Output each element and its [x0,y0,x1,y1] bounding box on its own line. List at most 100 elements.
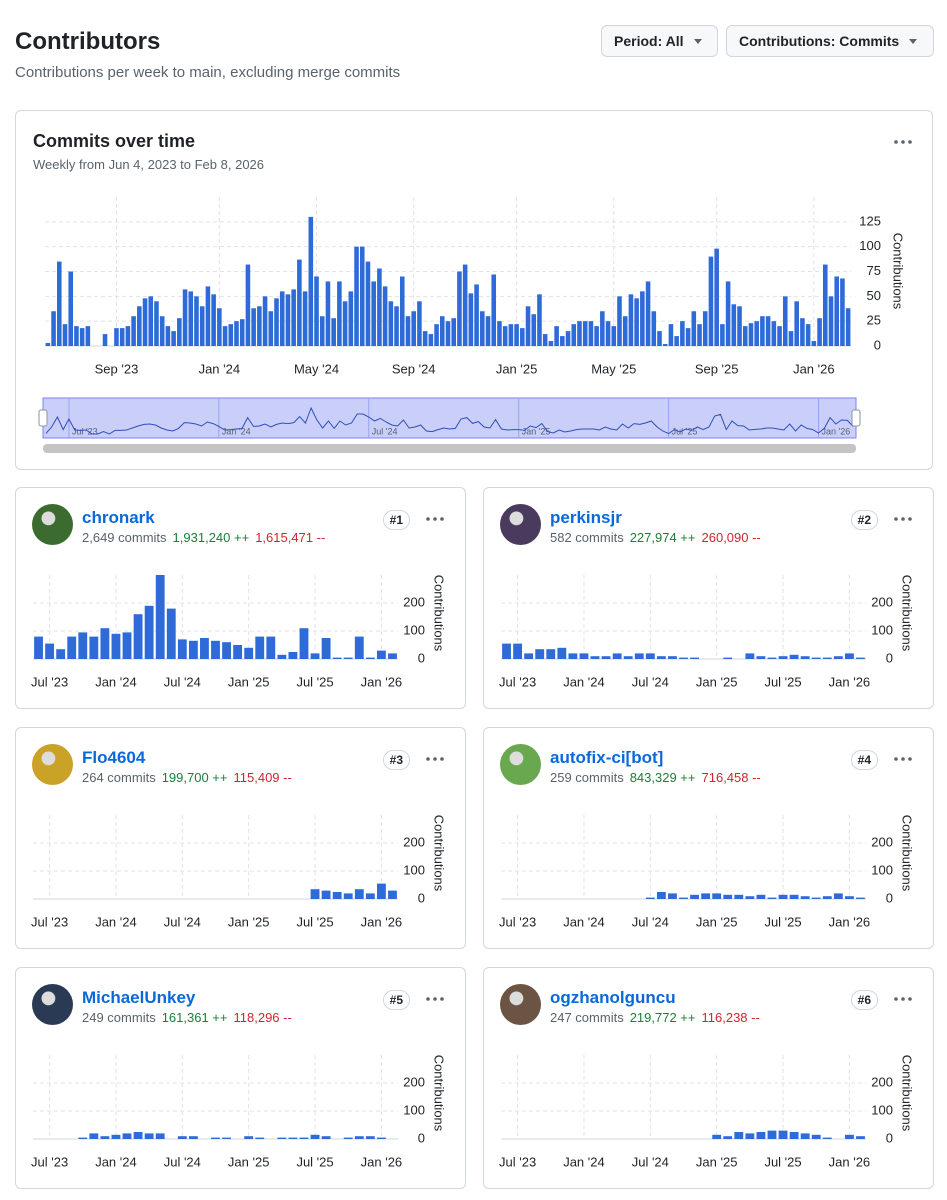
rank-badge: #6 [850,990,878,1010]
y-tick-label: 75 [867,263,881,278]
y-tick-label: 100 [403,1102,425,1117]
bar [244,647,254,659]
bar [342,301,348,346]
bar [365,657,375,659]
y-axis-label: Contributions [900,575,915,652]
bar [723,1136,733,1139]
menu-button[interactable] [425,994,445,1004]
y-axis-label: Contributions [900,1055,915,1132]
commit-count: 582 commits [550,530,624,545]
bar [542,334,548,346]
bar [194,296,199,346]
contributions-button[interactable]: Contributions: Commits [726,25,934,57]
bar [171,331,176,346]
x-tick-label: Jan '26 [829,674,871,689]
menu-dot [433,757,437,761]
contributor-name[interactable]: perkinsjr [550,508,622,527]
bar [354,1136,364,1139]
menu-button[interactable] [893,137,913,147]
deletions: 716,458 -- [701,770,761,785]
bar [782,296,788,346]
bar [568,653,578,659]
x-tick-label: Jan '26 [361,674,403,689]
bar [159,316,165,346]
bar [67,636,77,659]
x-tick-label: Sep '25 [695,361,739,376]
bar [811,1134,821,1139]
bar [634,653,644,659]
contributor-card: 0 100 200 Jul '23 Jan '24 Jul '24 Jan '25 Jul '… [483,727,934,949]
bar [343,1137,353,1139]
bar [600,311,605,346]
y-tick-label: 100 [403,862,425,877]
x-tick-label: Jul '25 [296,674,333,689]
bar [745,653,755,659]
bar [359,246,365,346]
bar [535,649,545,659]
deletions: 260,090 -- [701,530,761,545]
bar [177,1136,187,1139]
bar [605,321,611,346]
x-tick-label: Jan '25 [228,674,270,689]
bar [234,321,239,346]
additions: 161,361 ++ [161,1010,228,1025]
menu-button[interactable] [425,514,445,524]
contributor-card: 0 100 200 Jul '23 Jan '24 Jul '24 Jan '25 Jul '… [15,487,466,709]
bar [822,1137,832,1139]
y-tick-label: 0 [886,1130,893,1145]
contributor-name[interactable]: MichaelUnkey [82,988,196,1007]
bar [217,308,222,346]
menu-button[interactable] [893,754,913,764]
bar [800,656,810,659]
bar [546,649,556,659]
bar [628,294,634,346]
contributor-stats: 2,649 commits 1,931,240 ++ 1,615,471 -- [82,530,325,545]
bar [789,1132,799,1139]
contributor-name[interactable]: chronark [82,508,155,527]
bar [100,1136,110,1139]
menu-button[interactable] [893,994,913,1004]
x-tick-label: Jul '24 [164,1154,201,1169]
contributor-name[interactable]: autofix-ci[bot] [550,748,664,767]
period-button[interactable]: Period: All [601,25,718,57]
bar [321,890,331,899]
contributor-stats: 247 commits 219,772 ++ 116,238 -- [550,1010,760,1025]
bar [388,890,397,899]
bar [720,324,725,346]
bar [222,326,228,346]
bar [723,894,733,899]
contributor-name[interactable]: ogzhanolguncu [550,988,676,1007]
bar [668,893,677,899]
bar [844,653,854,659]
bar [325,281,331,346]
menu-button[interactable] [893,514,913,524]
menu-dot [433,997,437,1001]
y-axis-label: Contributions [432,815,447,892]
brush-selection [42,397,857,439]
menu-dot [894,517,898,521]
bar [645,281,651,346]
bar [428,334,434,346]
bar [399,276,405,346]
bar [491,274,497,346]
bar [332,892,342,899]
bar [228,324,234,346]
bar [690,657,699,659]
bar [299,628,309,659]
bar [244,1136,254,1139]
contributor-name[interactable]: Flo4604 [82,748,146,767]
bar [188,640,198,659]
bar [794,301,799,346]
bar [122,1133,132,1139]
bar [451,318,457,346]
bar [133,614,143,659]
brush-tick-label: Jan '25 [522,426,551,436]
bar [155,1133,165,1139]
bar [277,654,287,659]
bar [200,638,209,659]
x-tick-label: Jul '23 [499,674,536,689]
menu-button[interactable] [425,754,445,764]
bar [754,321,759,346]
y-tick-label: 100 [871,1102,893,1117]
bar [844,896,854,899]
